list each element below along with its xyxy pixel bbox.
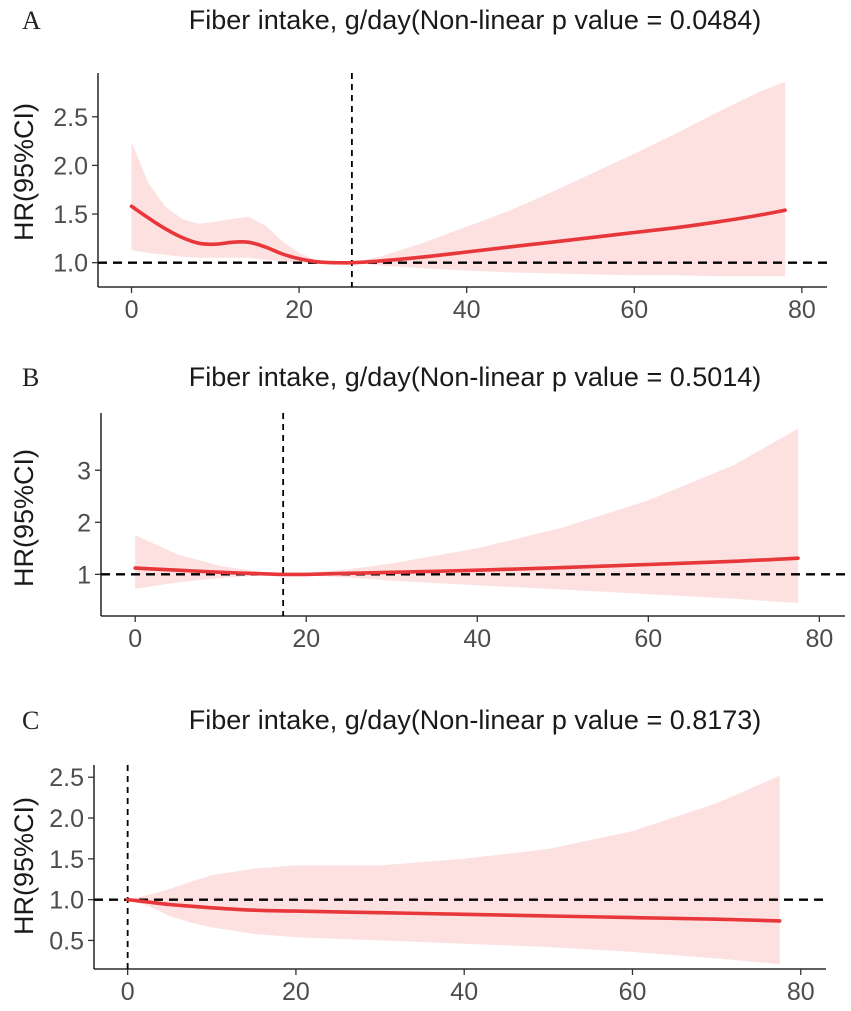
panel-letter: C	[22, 706, 39, 735]
hr-curve-0	[129, 204, 787, 265]
panel-letter: B	[22, 363, 39, 392]
y-tick-label: 2	[77, 509, 91, 537]
x-tick-label: 0	[125, 296, 139, 324]
y-axis-label: HR(95%CI)	[9, 449, 39, 587]
x-tick-label: 20	[292, 625, 320, 653]
x-tick-label: 80	[805, 625, 833, 653]
panel-a: A Fiber intake, g/day(Non-linear p value…	[9, 5, 827, 324]
x-tick-label: 60	[634, 625, 662, 653]
y-tick-label: 1.5	[53, 201, 88, 229]
x-tick-label: 0	[128, 625, 142, 653]
panel-title: Fiber intake, g/day(Non-linear p value =…	[189, 705, 762, 735]
panel-title: Fiber intake, g/day(Non-linear p value =…	[189, 362, 762, 392]
plot-area: 0 20 40 60 80 1.0 1.5 2.0 2.5	[53, 73, 827, 324]
y-tick-label: 2.5	[53, 104, 88, 132]
y-tick-label: 2.0	[53, 152, 88, 180]
panel-title: Fiber intake, g/day(Non-linear p value =…	[189, 5, 762, 35]
y-tick-label: 1	[77, 561, 91, 589]
x-tick-label: 60	[619, 978, 647, 1006]
x-tick-label: 40	[463, 625, 491, 653]
y-tick-label: 1.5	[49, 846, 84, 874]
ci-band-0	[131, 81, 786, 277]
y-tick-label: 0.5	[49, 927, 84, 955]
hr-curve-0	[125, 897, 782, 923]
x-tick-label: 60	[620, 296, 648, 324]
x-tick-label: 40	[450, 978, 478, 1006]
x-tick-label: 20	[282, 978, 310, 1006]
y-axis-label: HR(95%CI)	[9, 103, 39, 241]
panel-c: C Fiber intake, g/day(Non-linear p value…	[9, 705, 826, 1006]
x-tick-label: 20	[285, 296, 313, 324]
ci-band-0	[135, 428, 798, 603]
y-tick-label: 1.0	[49, 887, 84, 915]
plot-area: 0 20 40 60 80 0.5 1.0 1.5 2.0 2.5	[49, 764, 826, 1006]
x-tick-label: 80	[787, 978, 815, 1006]
y-tick-label: 1.0	[53, 250, 88, 278]
hr-curve-0	[133, 556, 800, 577]
panel-letter: A	[22, 6, 41, 35]
panel-b: B Fiber intake, g/day(Non-linear p value…	[9, 362, 845, 653]
ci-band-0	[127, 775, 780, 965]
x-tick-label: 0	[121, 978, 135, 1006]
x-tick-label: 40	[453, 296, 481, 324]
y-axis-label: HR(95%CI)	[9, 797, 39, 935]
y-tick-label: 2.5	[49, 764, 84, 792]
y-tick-label: 3	[77, 457, 91, 485]
y-tick-label: 2.0	[49, 805, 84, 833]
plot-area: 0 20 40 60 80 1 2 3	[77, 413, 845, 653]
x-tick-label: 80	[788, 296, 816, 324]
